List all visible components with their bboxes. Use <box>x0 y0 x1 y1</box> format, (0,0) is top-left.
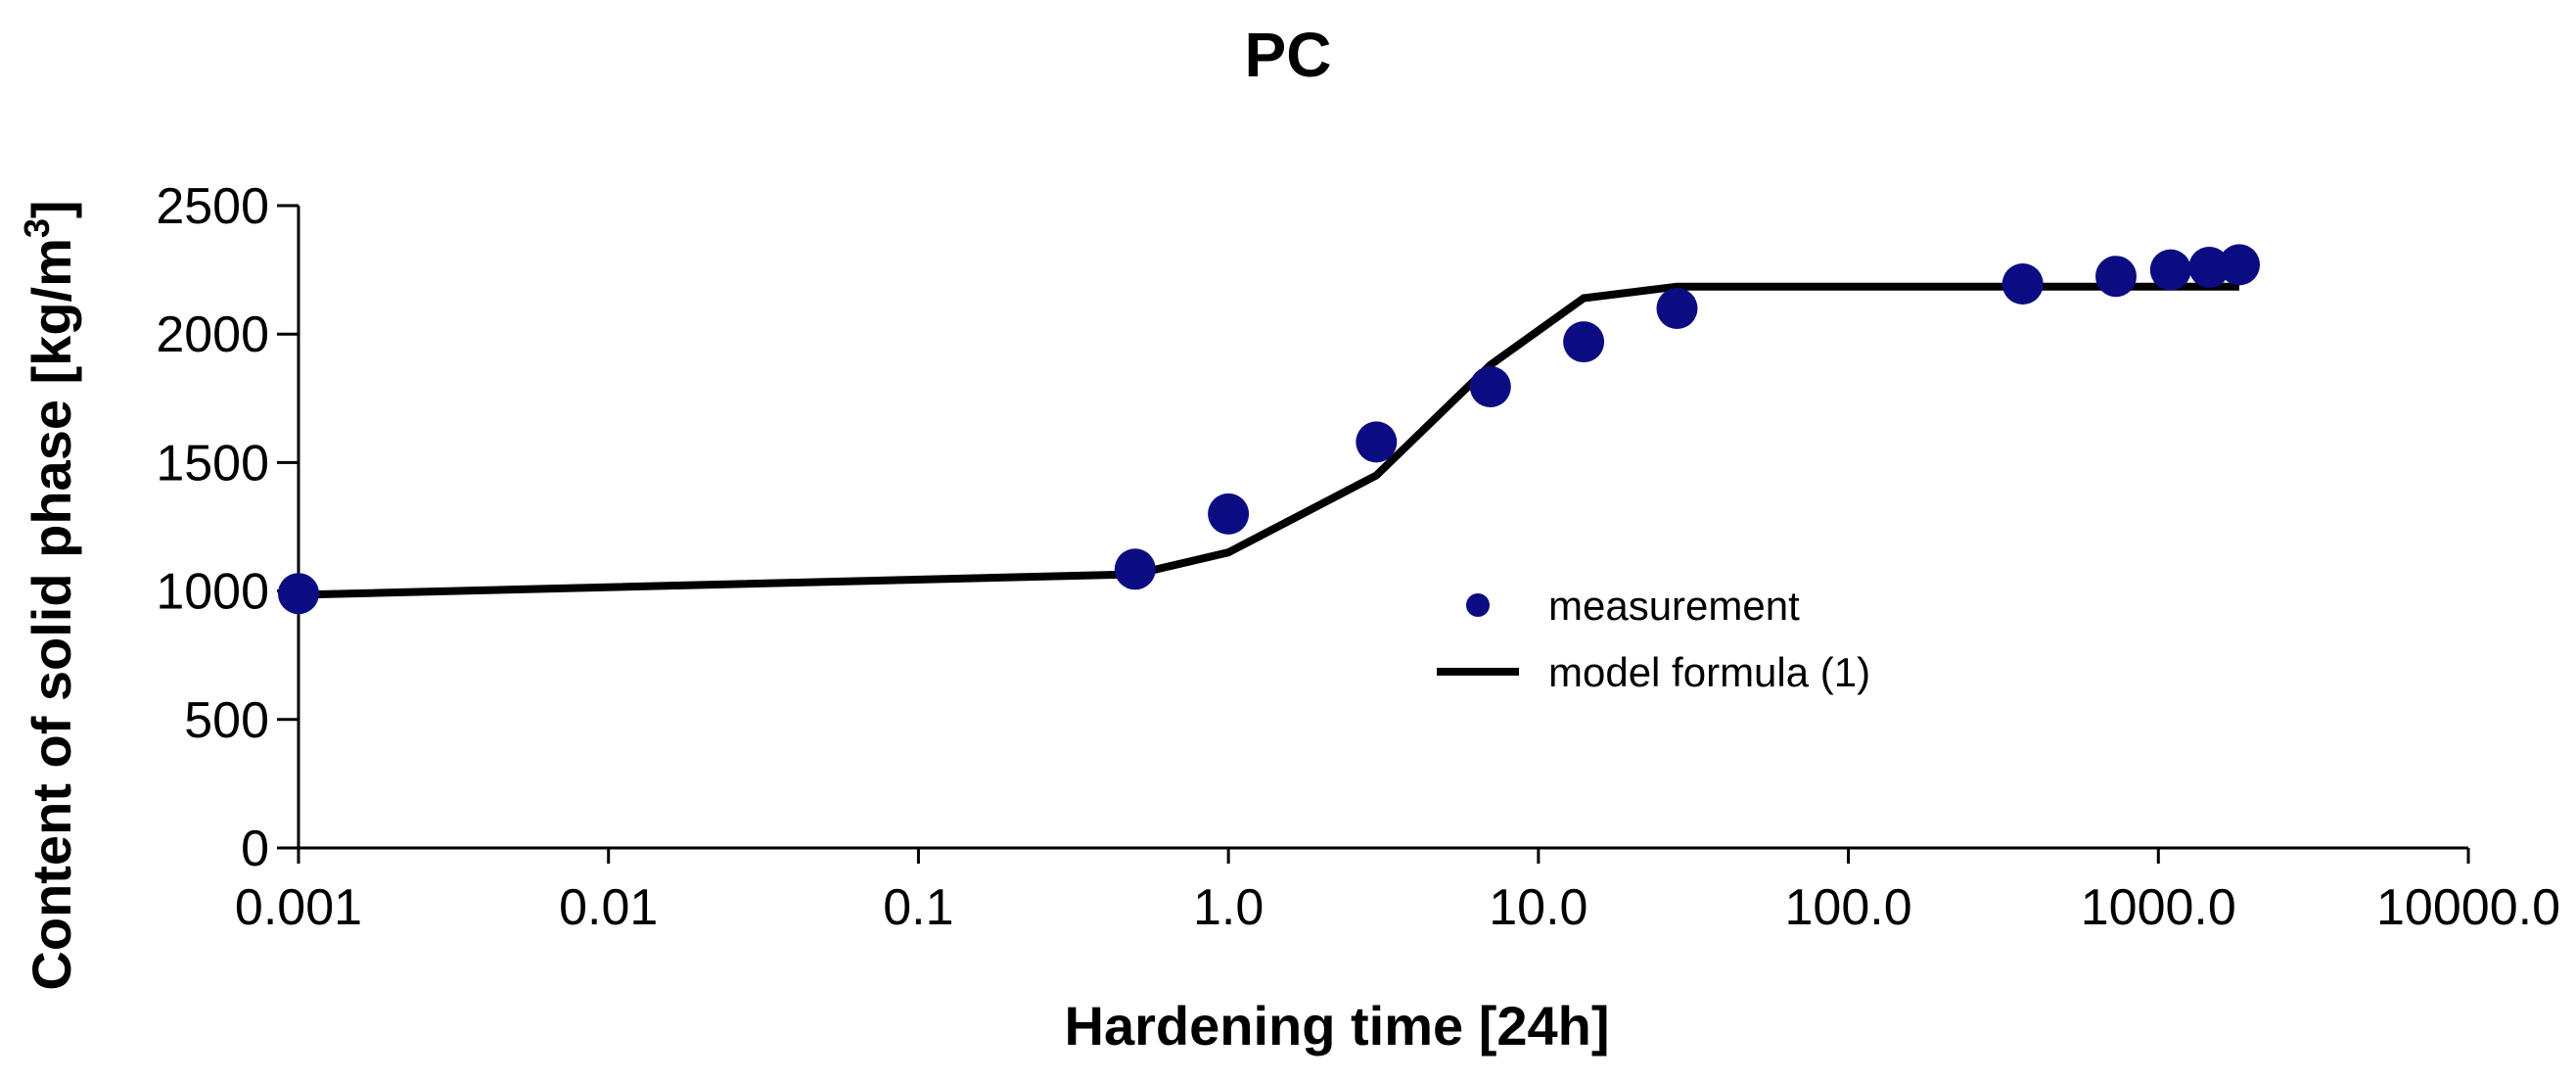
x-tick-label: 10000.0 <box>2376 879 2560 936</box>
chart-title: PC <box>1245 20 1332 90</box>
y-tick-label: 0 <box>241 821 269 877</box>
legend-model-label: model formula (1) <box>1548 649 1870 695</box>
svg-text:Content of solid phase [kg/m3]: Content of solid phase [kg/m3] <box>17 200 82 990</box>
y-tick-label: 2500 <box>156 178 269 235</box>
measurement-point <box>2001 263 2044 305</box>
measurement-point <box>1114 548 1156 590</box>
measurement-point <box>1563 321 1605 363</box>
model-formula-line <box>298 282 2239 599</box>
x-tick-label: 0.01 <box>559 879 658 936</box>
measurement-point <box>278 573 319 615</box>
y-axis-title-close: ] <box>21 200 82 218</box>
measurement-point <box>2149 249 2191 291</box>
y-tick-label: 2000 <box>156 306 269 363</box>
x-tick-label: 10.0 <box>1489 879 1587 936</box>
measurement-point <box>1356 421 1398 463</box>
legend-measurement-label: measurement <box>1548 583 1800 629</box>
y-tick-label: 1500 <box>156 435 269 492</box>
measurement-point <box>1656 288 1698 329</box>
measurement-points-layer <box>278 244 2260 615</box>
y-axis-title-superscript: 3 <box>17 218 57 238</box>
model-line-layer <box>298 282 2239 599</box>
x-tick-label: 1.0 <box>1193 879 1264 936</box>
x-tick-label: 100.0 <box>1785 879 1912 936</box>
y-axis-title-main: Content of solid phase [kg/m <box>21 238 82 990</box>
x-axis-title: Hardening time [24h] <box>1065 995 1610 1057</box>
y-axis-title: Content of solid phase [kg/m3] <box>17 200 82 990</box>
x-tick-label: 0.001 <box>235 879 362 936</box>
legend: measurement model formula (1) <box>1437 583 1870 695</box>
x-tick-label: 0.1 <box>883 879 953 936</box>
legend-measurement-marker <box>1466 593 1490 617</box>
measurement-point <box>2095 256 2137 298</box>
measurement-point <box>2219 244 2260 286</box>
x-tick-label: 1000.0 <box>2081 879 2236 936</box>
axes: 0 500 1000 1500 2000 2500 0.001 0.01 0.1 1.0 10.0 1… <box>156 178 2560 936</box>
y-tick-label: 500 <box>184 692 269 749</box>
measurement-point <box>1469 366 1511 407</box>
y-tick-label: 1000 <box>156 564 269 621</box>
measurement-point <box>2188 247 2231 288</box>
measurement-point <box>1208 493 1250 535</box>
